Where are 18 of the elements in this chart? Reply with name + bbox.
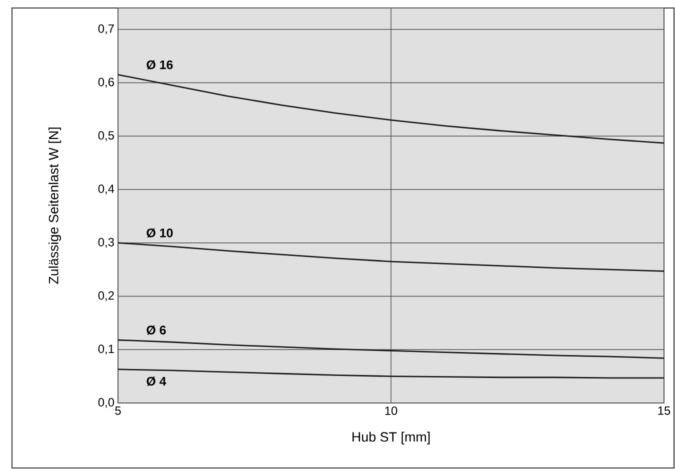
y-tick-label: 0,3 — [98, 238, 114, 248]
series-label: Ø 10 — [146, 228, 173, 238]
y-tick-label: 0,2 — [98, 291, 114, 302]
series-label: Ø 16 — [146, 60, 173, 70]
y-tick-label: 0,1 — [98, 344, 114, 355]
x-tick-label: 5 — [115, 406, 121, 415]
series-label: Ø 6 — [146, 325, 166, 335]
x-axis-title: Hub ST [mm] — [352, 432, 430, 444]
y-tick-label: 0,5 — [98, 131, 114, 142]
x-tick-label: 15 — [658, 406, 670, 415]
y-tick-label: 0,7 — [98, 24, 114, 34]
series-label: Ø 4 — [146, 376, 166, 386]
y-tick-label: 0,6 — [98, 78, 114, 88]
x-tick-label: 10 — [385, 406, 398, 415]
y-tick-label: 0,4 — [98, 184, 114, 194]
y-tick-label: 0,0 — [98, 398, 114, 408]
y-axis-title: Zulässige Seitenlast W [N] — [48, 128, 62, 284]
line-series — [117, 339, 665, 359]
